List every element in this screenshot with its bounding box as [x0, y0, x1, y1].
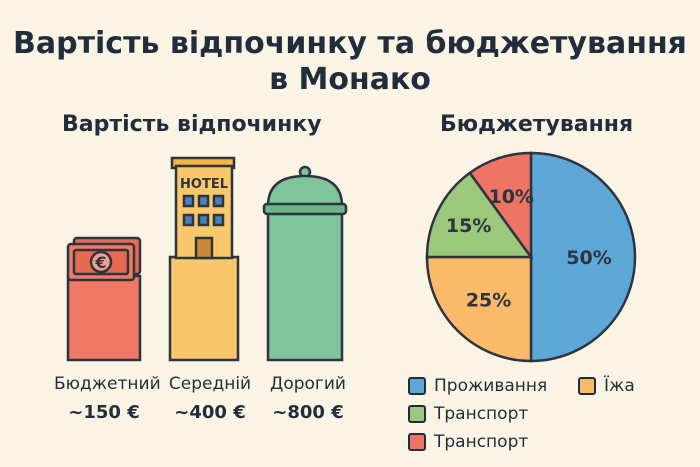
- budget-heading: Бюджетування: [440, 112, 634, 137]
- bar-label-budget: Бюджетний: [54, 374, 161, 394]
- legend-label-food: Їжа: [604, 376, 635, 396]
- legend-swatch-blue: [408, 377, 426, 395]
- legend-item-food: Їжа: [578, 376, 635, 396]
- cost-heading: Вартість відпочинку: [62, 112, 322, 137]
- hotel-building-icon: HOTEL: [170, 156, 236, 260]
- title-line-2: в Монако: [269, 62, 431, 97]
- pie-slice-accommodation-label: 50%: [566, 247, 611, 269]
- pie-slice-transport-red: [468, 151, 533, 261]
- bar-value-budget: ~150 €: [68, 402, 140, 423]
- euro-banknote-icon: €: [66, 236, 142, 282]
- pie-slice-transport-green: [425, 171, 534, 259]
- pie-slice-food-label: 25%: [466, 289, 511, 311]
- pie-slice-accommodation: [529, 151, 637, 363]
- hotel-sign: HOTEL: [180, 177, 228, 192]
- title-line-1: Вартість відпочинку та бюджетування: [13, 26, 687, 61]
- legend-item-transport-red: Транспорт: [408, 432, 528, 452]
- legend-item-transport-green: Транспорт: [408, 404, 528, 424]
- pie-slice-transport-red-label: 10%: [488, 186, 533, 208]
- pie-slice-transport-green-label: 15%: [446, 215, 491, 237]
- page-title: Вартість відпочинку та бюджетування в Мо…: [0, 26, 700, 98]
- pie-slice-food: [425, 255, 533, 363]
- legend-label-transport-2: Транспорт: [434, 432, 529, 452]
- legend-swatch-red: [408, 433, 426, 451]
- bar-label-mid: Середній: [168, 374, 252, 394]
- bar-label-expensive: Дорогий: [270, 374, 346, 394]
- bar-budget: [66, 274, 142, 362]
- cloche-tower-icon: [262, 165, 348, 216]
- legend-swatch-green: [408, 405, 426, 423]
- legend-label-transport-1: Транспорт: [434, 404, 529, 424]
- legend-item-accommodation: Проживання: [408, 376, 547, 396]
- bar-value-expensive: ~800 €: [272, 402, 344, 423]
- bar-value-mid: ~400 €: [174, 402, 246, 423]
- legend-swatch-orange: [578, 377, 596, 395]
- euro-symbol: €: [94, 253, 106, 272]
- legend-label-accommodation: Проживання: [434, 376, 548, 396]
